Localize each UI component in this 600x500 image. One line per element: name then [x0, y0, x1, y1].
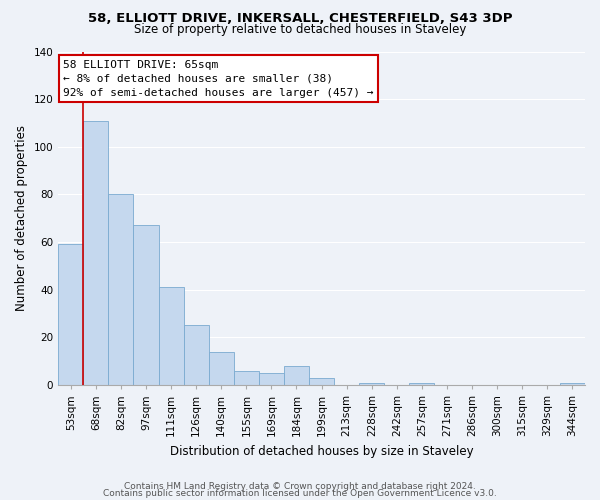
Bar — [184, 326, 209, 385]
Bar — [284, 366, 309, 385]
Bar — [58, 244, 83, 385]
Bar — [209, 352, 234, 385]
Text: 58, ELLIOTT DRIVE, INKERSALL, CHESTERFIELD, S43 3DP: 58, ELLIOTT DRIVE, INKERSALL, CHESTERFIE… — [88, 12, 512, 26]
Y-axis label: Number of detached properties: Number of detached properties — [15, 126, 28, 312]
Bar — [359, 382, 385, 385]
Bar — [158, 288, 184, 385]
Bar — [83, 120, 109, 385]
Text: Size of property relative to detached houses in Staveley: Size of property relative to detached ho… — [134, 24, 466, 36]
Text: Contains HM Land Registry data © Crown copyright and database right 2024.: Contains HM Land Registry data © Crown c… — [124, 482, 476, 491]
Bar — [309, 378, 334, 385]
Bar — [133, 226, 158, 385]
Bar — [234, 370, 259, 385]
Bar — [409, 382, 434, 385]
Text: Contains public sector information licensed under the Open Government Licence v3: Contains public sector information licen… — [103, 490, 497, 498]
Bar — [109, 194, 133, 385]
Bar — [259, 373, 284, 385]
Text: 58 ELLIOTT DRIVE: 65sqm
← 8% of detached houses are smaller (38)
92% of semi-det: 58 ELLIOTT DRIVE: 65sqm ← 8% of detached… — [64, 60, 374, 98]
X-axis label: Distribution of detached houses by size in Staveley: Distribution of detached houses by size … — [170, 444, 473, 458]
Bar — [560, 382, 585, 385]
